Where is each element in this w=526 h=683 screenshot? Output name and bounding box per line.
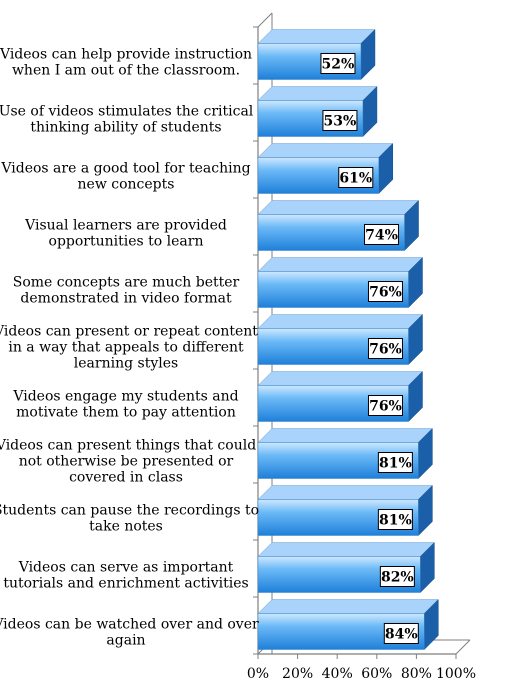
bar-top-face [257,200,420,215]
category-label-line: Videos are a good tool for teaching [0,161,250,177]
category-label-line: take notes [89,519,163,535]
category-label-line: opportunities to learn [49,234,204,250]
category-label: Use of videos stimulates the critical thi… [0,104,254,136]
category-label-line: Visual learners are provided [24,218,227,234]
x-tick-label: 80% [401,666,432,682]
bar-top-face [257,314,424,329]
data-label-box [367,338,403,359]
bar-group: 61% [257,142,394,195]
axis-depth-top [257,12,273,28]
bar-group: 76% [257,370,424,423]
bar-group: 81% [257,484,433,537]
data-label: 76% [369,285,402,301]
category-label: Visual learners are provided opportunitie… [24,218,227,250]
bar-group: 74% [257,199,420,252]
category-label: Videos can present things that could not … [0,438,256,486]
category-label: Videos are a good tool for teaching new c… [0,161,250,193]
category-label-line: thinking ability of students [30,120,221,136]
data-label: 76% [369,342,402,358]
category-label: Videos can be watched over and over again [0,617,259,649]
data-label: 52% [322,57,355,73]
data-label: 53% [324,114,357,130]
bar-group: 53% [257,85,378,138]
category-label: Students can pause the recordings to take… [0,503,259,535]
bar-top-face [257,599,439,614]
bar-group: 82% [257,541,435,594]
data-label-box [364,224,400,245]
category-label-line: Videos can help provide instruction [0,47,252,63]
bar-top-face [257,428,433,443]
data-label: 82% [381,570,414,586]
category-label-line: motivate them to pay attention [16,405,236,421]
chart-x-ticks: 0% 20% 40% 60% 80% 100% [247,654,476,682]
category-label-line: again [106,633,145,649]
category-label-line: Some concepts are much better [13,275,240,291]
data-label: 74% [365,228,398,244]
category-label: Some concepts are much better demonstrate… [13,275,240,307]
category-label: Videos can help provide instruction when … [0,47,252,79]
bar-top-face [257,143,394,158]
bar-group: 84% [257,598,439,651]
category-label: Videos can present or repeat content in a… [0,324,258,372]
category-label-line: covered in class [69,470,183,486]
floor-depth-right [455,639,471,655]
bar-group: 76% [257,256,424,309]
x-tick-label: 60% [361,666,392,682]
category-label-line: Videos can be watched over and over [0,617,259,633]
category-label-line: Videos can serve as important [18,560,234,576]
x-tick-label: 100% [436,666,476,682]
category-label-line: Videos engage my students and [12,389,238,405]
data-label-box [367,395,403,416]
chart-bars: 52% 53% 61% 74% 76% 76% 76% 81% 81% 82% 84% [257,28,439,651]
category-label: Videos can serve as important tutorials a… [3,560,248,592]
data-label-box [377,509,413,530]
bar-group: 76% [257,313,424,366]
category-label-line: Students can pause the recordings to [0,503,259,519]
x-tick-label: 20% [282,666,313,682]
category-label-line: learning styles [74,356,178,372]
data-label-box [379,566,415,587]
category-label-line: tutorials and enrichment activities [3,576,248,592]
category-label-line: when I am out of the classroom. [12,63,240,79]
data-label: 81% [379,513,412,529]
data-label: 84% [385,627,418,643]
data-label-box [377,452,413,473]
data-label-box [367,281,403,302]
bar-top-face [257,542,435,557]
data-label-box [383,623,419,644]
bar-group: 81% [257,427,433,480]
bar-top-face [257,86,378,101]
bar-top-face [257,257,424,272]
x-tick-label: 0% [247,666,269,682]
category-label: Videos engage my students and motivate th… [12,389,238,421]
bar-group: 52% [257,28,376,81]
bar-top-face [257,29,376,44]
chart-category-labels: Videos can help provide instruction when … [0,47,259,649]
data-label-box [320,53,356,74]
data-label: 76% [369,399,402,415]
category-label-line: in a way that appeals to different [8,340,244,356]
bar-top-face [257,485,433,500]
category-label-line: demonstrated in video format [20,291,232,307]
category-label-line: new concepts [78,177,175,193]
category-label-line: Videos can present or repeat content [0,324,258,340]
category-label-line: not otherwise be presented or [19,454,234,470]
data-label-box [322,110,358,131]
category-label-line: Videos can present things that could [0,438,256,454]
x-tick-label: 40% [322,666,353,682]
data-label: 61% [339,171,372,187]
category-label-line: Use of videos stimulates the critical [0,104,254,120]
bar-top-face [257,371,424,386]
data-label: 81% [379,456,412,472]
data-label-box [338,167,374,188]
